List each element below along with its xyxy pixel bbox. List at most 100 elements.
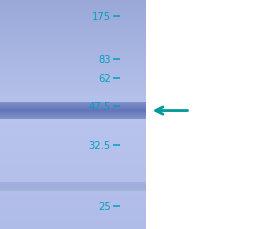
Bar — [0, 110, 146, 112]
Bar — [0, 30, 146, 32]
Bar — [0, 114, 146, 115]
Bar — [0, 109, 146, 110]
Bar — [0, 199, 146, 202]
Bar — [0, 64, 146, 66]
Bar — [0, 142, 146, 144]
Bar — [0, 112, 146, 113]
Bar — [0, 39, 146, 41]
Bar — [0, 21, 146, 23]
Bar — [0, 105, 146, 108]
Bar — [0, 195, 146, 197]
Bar — [0, 34, 146, 37]
Bar — [0, 18, 146, 21]
Bar — [0, 156, 146, 158]
Bar — [0, 185, 146, 188]
Bar — [0, 133, 146, 135]
Bar — [0, 82, 146, 85]
Bar — [0, 174, 146, 176]
Bar — [0, 117, 146, 119]
Bar — [0, 188, 146, 189]
Bar — [0, 111, 146, 112]
Bar — [0, 14, 146, 16]
Bar — [0, 190, 146, 192]
Bar — [0, 27, 146, 30]
Bar — [0, 188, 146, 190]
Bar — [0, 16, 146, 18]
Bar — [0, 137, 146, 140]
Text: 47.5: 47.5 — [88, 101, 111, 112]
Bar — [0, 224, 146, 227]
Bar — [0, 149, 146, 151]
Bar — [0, 32, 146, 34]
Bar — [0, 76, 146, 78]
Bar — [0, 189, 146, 190]
Bar — [0, 208, 146, 211]
Bar — [0, 69, 146, 71]
Bar — [0, 179, 146, 181]
Bar — [0, 144, 146, 147]
Bar — [0, 192, 146, 195]
Bar — [0, 73, 146, 76]
Bar — [0, 41, 146, 44]
Bar — [0, 37, 146, 39]
Bar — [0, 44, 146, 46]
Bar — [0, 121, 146, 124]
Bar — [0, 78, 146, 80]
Bar — [0, 103, 146, 104]
Bar — [0, 85, 146, 87]
Bar — [0, 131, 146, 133]
Bar — [0, 92, 146, 94]
Bar — [0, 112, 146, 114]
Bar — [0, 124, 146, 126]
Bar — [0, 220, 146, 222]
Bar — [0, 165, 146, 167]
Bar — [0, 186, 146, 187]
Bar — [0, 176, 146, 179]
Text: 25: 25 — [98, 201, 111, 211]
Bar — [0, 183, 146, 184]
Bar — [0, 184, 146, 185]
Bar — [0, 187, 146, 188]
Bar — [0, 119, 146, 120]
Bar — [0, 23, 146, 25]
Bar — [0, 71, 146, 73]
Text: 32.5: 32.5 — [88, 140, 111, 150]
Text: 83: 83 — [98, 55, 111, 65]
Bar — [0, 182, 146, 183]
Bar — [0, 48, 146, 50]
Bar — [0, 119, 146, 121]
Bar — [0, 204, 146, 206]
Bar — [0, 117, 146, 118]
Bar — [0, 87, 146, 89]
Bar — [0, 202, 146, 204]
Bar — [0, 108, 146, 109]
Bar — [0, 96, 146, 98]
Bar — [0, 11, 146, 14]
Bar — [0, 105, 146, 106]
Bar — [0, 116, 146, 117]
Bar — [0, 158, 146, 160]
Bar — [0, 114, 146, 117]
Bar — [0, 50, 146, 53]
Bar — [0, 211, 146, 213]
Bar — [0, 2, 146, 5]
Bar — [0, 183, 146, 185]
Bar — [0, 108, 146, 110]
Bar — [0, 103, 146, 105]
Bar — [0, 153, 146, 156]
Bar — [0, 60, 146, 62]
Bar — [0, 197, 146, 199]
Bar — [0, 215, 146, 218]
Bar — [0, 94, 146, 96]
Bar — [0, 9, 146, 11]
Bar — [0, 46, 146, 48]
Bar — [0, 7, 146, 9]
Bar — [0, 126, 146, 128]
Bar — [0, 147, 146, 149]
Bar — [0, 181, 146, 183]
Bar — [0, 53, 146, 55]
Bar — [0, 80, 146, 82]
Bar — [0, 62, 146, 64]
Bar — [0, 206, 146, 208]
Bar — [0, 89, 146, 92]
